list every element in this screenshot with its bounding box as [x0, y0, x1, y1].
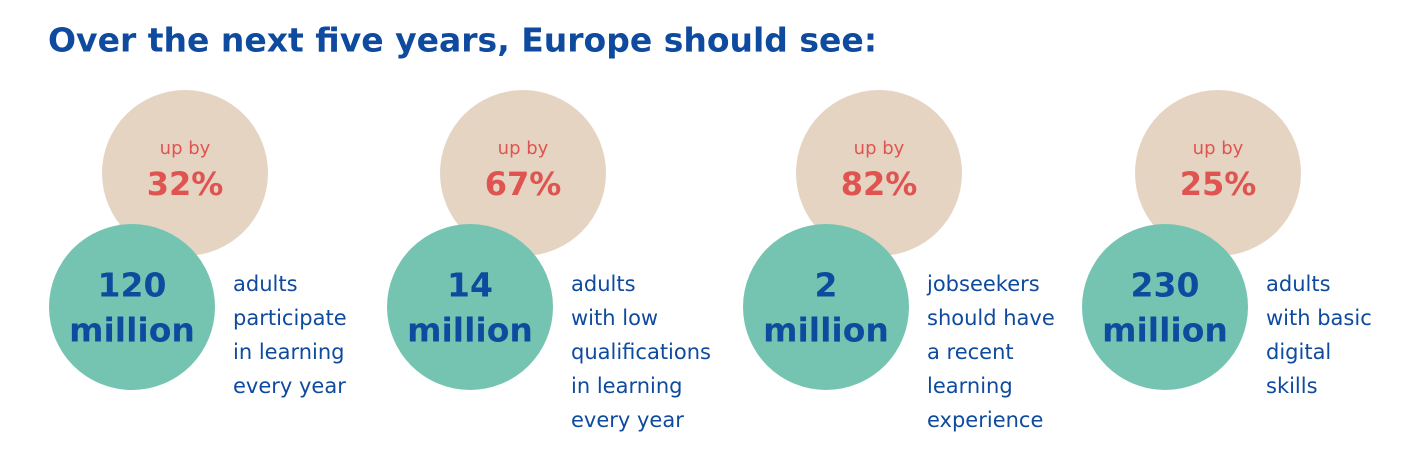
increase-label: up by — [498, 138, 549, 159]
increase-value: 67% — [485, 165, 562, 203]
increase-value: 25% — [1180, 165, 1257, 203]
target-number: 14 — [447, 266, 493, 305]
increase-label: up by — [854, 138, 905, 159]
description-line: in learning — [571, 374, 683, 398]
description-line: adults — [1266, 272, 1331, 296]
description-line: adults — [571, 272, 636, 296]
target-circle — [743, 224, 909, 390]
description-line: digital — [1266, 340, 1331, 364]
target-unit: million — [407, 311, 533, 350]
description-line: should have — [927, 306, 1055, 330]
target-number: 120 — [98, 266, 167, 305]
description-line: every year — [571, 408, 684, 432]
description-line: with low — [571, 306, 658, 330]
target-circle — [1082, 224, 1248, 390]
increase-circle — [796, 90, 962, 256]
target-unit: million — [763, 311, 889, 350]
description-line: with basic — [1266, 306, 1372, 330]
target-number: 2 — [815, 266, 838, 305]
description-line: a recent — [927, 340, 1014, 364]
title: Over the next five years, Europe should … — [48, 21, 877, 60]
increase-circle — [1135, 90, 1301, 256]
target-circle — [387, 224, 553, 390]
target-unit: million — [69, 311, 195, 350]
target-unit: million — [1102, 311, 1228, 350]
description-line: qualifications — [571, 340, 711, 364]
target-circle — [49, 224, 215, 390]
increase-label: up by — [1193, 138, 1244, 159]
increase-circle — [102, 90, 268, 256]
description-line: skills — [1266, 374, 1318, 398]
description-line: adults — [233, 272, 298, 296]
increase-circle — [440, 90, 606, 256]
increase-value: 32% — [147, 165, 224, 203]
description-line: participate — [233, 306, 347, 330]
description-line: in learning — [233, 340, 345, 364]
description-line: jobseekers — [926, 272, 1040, 296]
description-line: every year — [233, 374, 346, 398]
description-line: experience — [927, 408, 1043, 432]
increase-label: up by — [160, 138, 211, 159]
increase-value: 82% — [841, 165, 918, 203]
target-number: 230 — [1131, 266, 1200, 305]
description-line: learning — [927, 374, 1013, 398]
